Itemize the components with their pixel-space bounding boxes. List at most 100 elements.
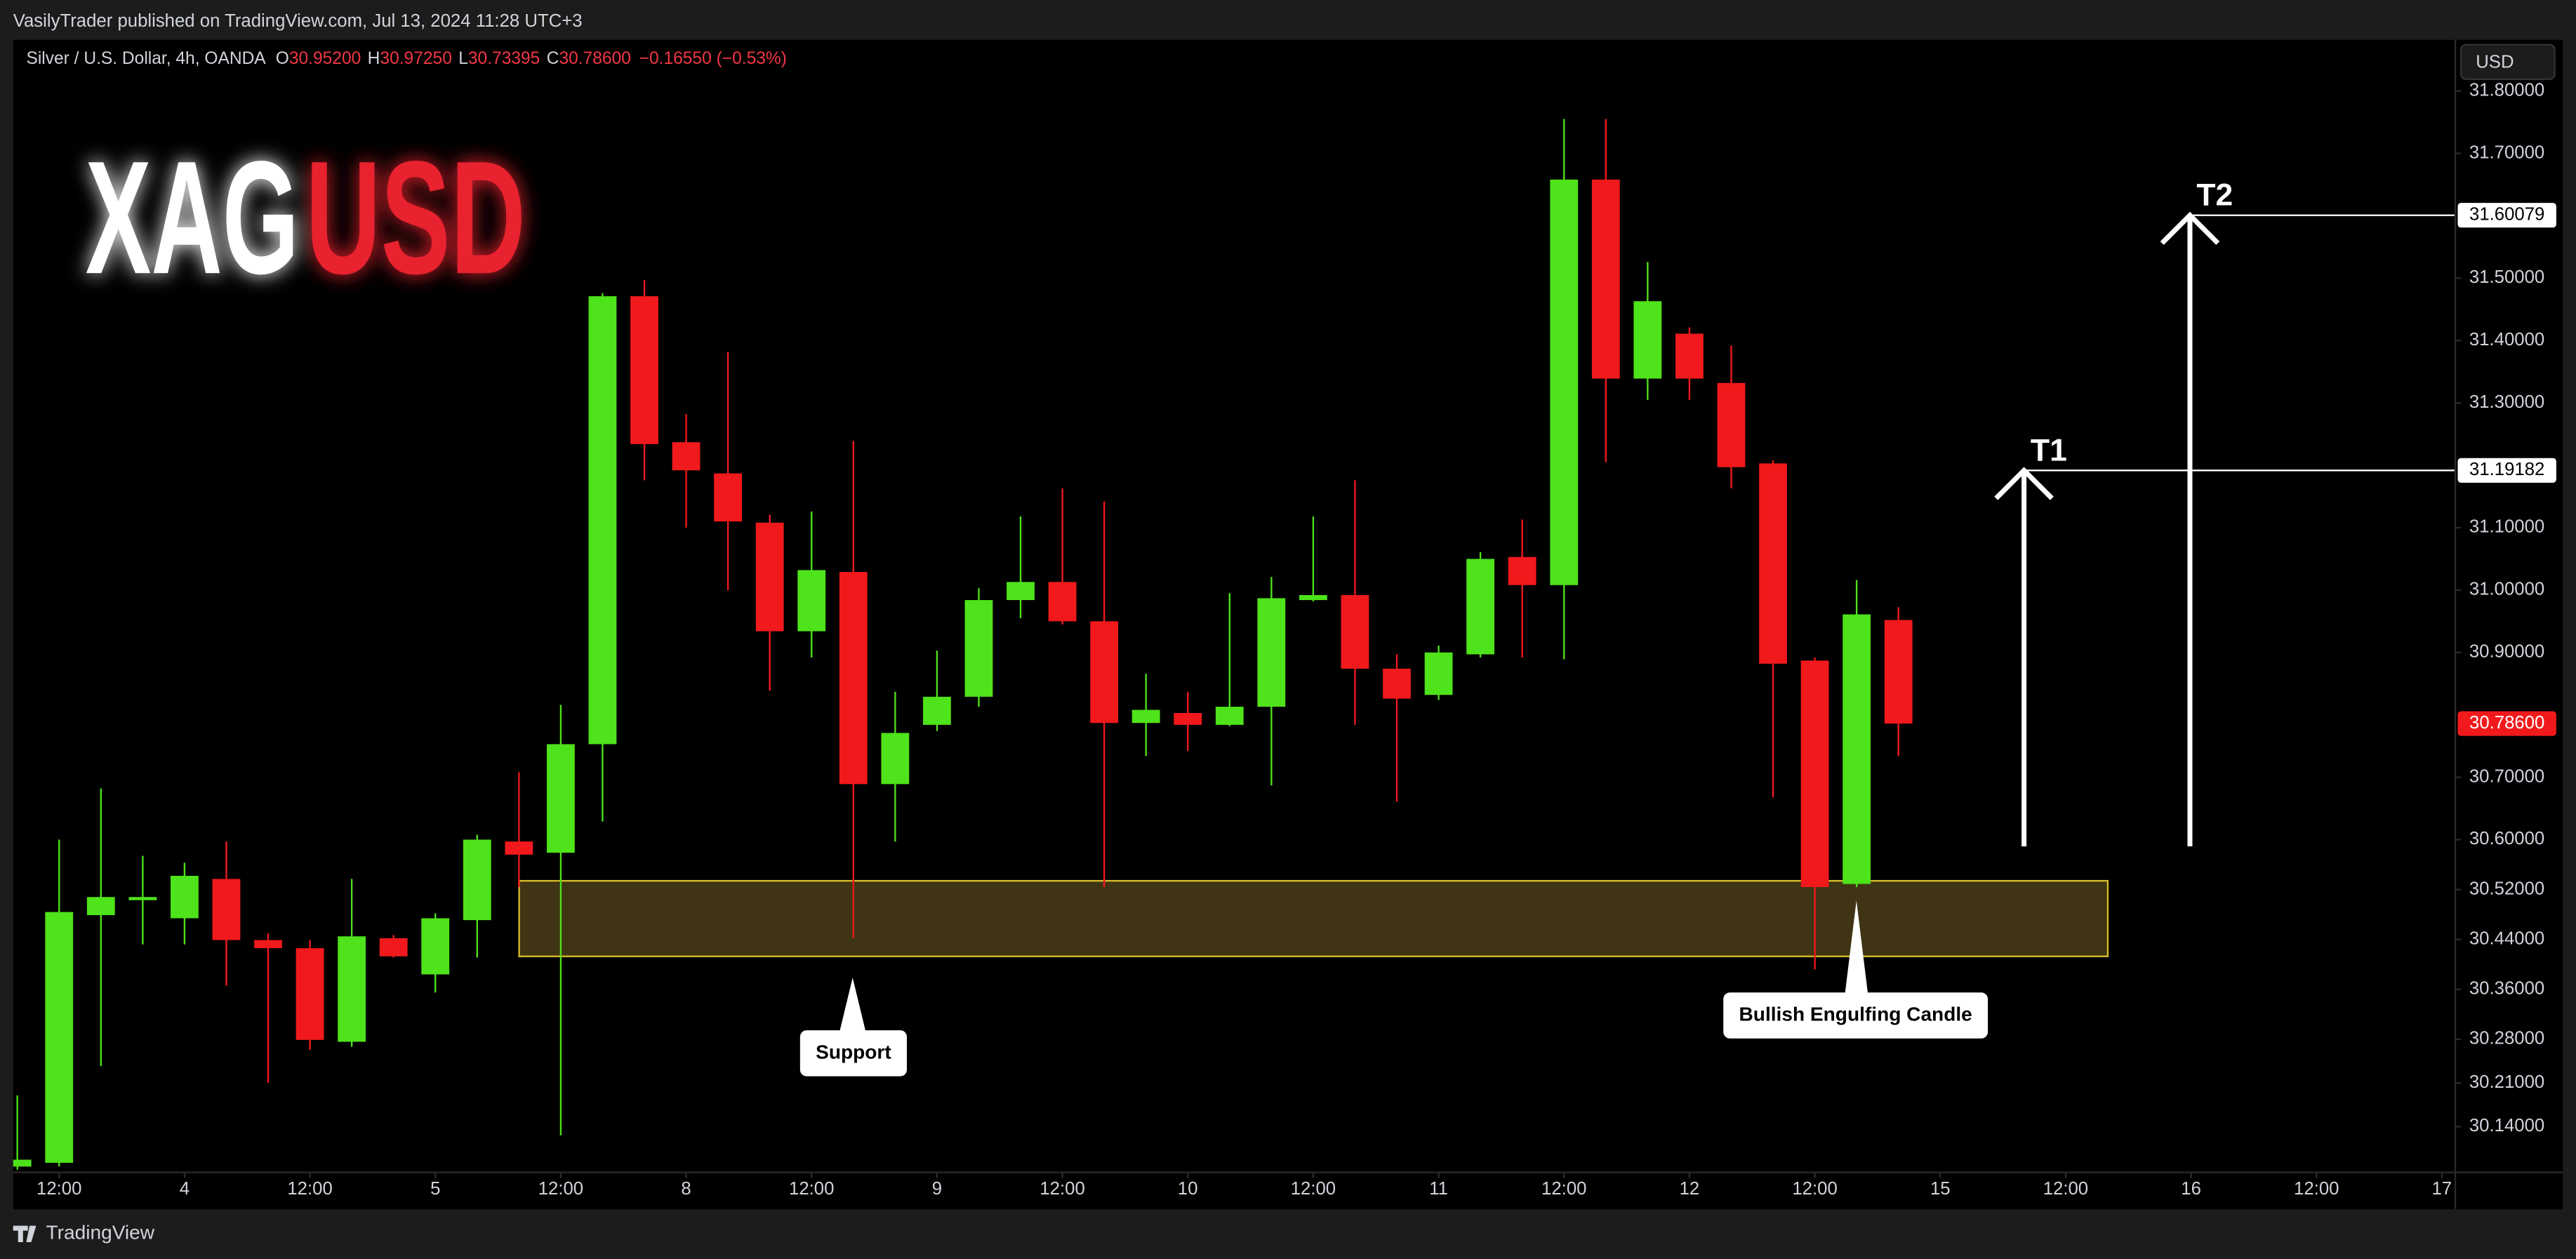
candle-body xyxy=(1090,621,1119,724)
legend-key: H xyxy=(368,49,380,68)
y-tick-label: 30.14000 xyxy=(2469,1116,2544,1135)
x-tick-label: 17 xyxy=(2432,1179,2452,1199)
x-tick-label: 8 xyxy=(681,1179,691,1199)
target-price-box xyxy=(2457,458,2556,483)
currency-box[interactable] xyxy=(2459,44,2556,81)
legend-key: O xyxy=(276,49,289,68)
candle-body xyxy=(1007,582,1035,601)
candle-body xyxy=(1550,179,1579,585)
candle-body xyxy=(797,570,826,632)
x-tick-label: 12:00 xyxy=(287,1179,332,1199)
legend-symbol: Silver / U.S. Dollar, 4h, OANDA xyxy=(26,49,266,68)
candle-body xyxy=(672,442,701,471)
y-tick-label: 30.70000 xyxy=(2469,766,2544,786)
candles xyxy=(13,119,1913,1170)
candle-body xyxy=(1759,463,1787,664)
x-tick-label: 9 xyxy=(932,1179,942,1199)
candle-body xyxy=(964,600,993,697)
last-price-box xyxy=(2457,711,2556,736)
target-name: T1 xyxy=(2031,433,2067,467)
candle-body xyxy=(1257,598,1286,707)
candle-body xyxy=(1591,179,1620,379)
legend-key: C xyxy=(547,49,559,68)
candle-body xyxy=(1508,557,1536,585)
y-tick-label: 30.36000 xyxy=(2469,979,2544,999)
y-tick-label: 31.10000 xyxy=(2469,517,2544,537)
candle-body xyxy=(1299,594,1327,601)
candle-body xyxy=(338,936,366,1042)
brand-icon xyxy=(13,1225,36,1243)
candle-body xyxy=(1843,614,1871,884)
y-tick-label: 31.80000 xyxy=(2469,80,2544,100)
y-tick-label: 30.90000 xyxy=(2469,642,2544,662)
candle-body xyxy=(296,948,324,1040)
x-tick-label: 12:00 xyxy=(538,1179,583,1199)
legend-value: 30.97250 xyxy=(380,49,451,68)
x-tick-label: 12:00 xyxy=(789,1179,834,1199)
y-tick-label: 30.52000 xyxy=(2469,879,2544,898)
candle-body xyxy=(45,912,74,1163)
target-price: 31.60079 xyxy=(2469,205,2544,225)
candle-body xyxy=(1131,710,1160,724)
brand-name: TradingView xyxy=(46,1222,155,1244)
candle-body xyxy=(379,938,408,957)
candle-body xyxy=(839,572,868,785)
candle-body xyxy=(1048,582,1077,622)
candle-body xyxy=(128,897,157,900)
candle-body xyxy=(1800,660,1829,888)
legend-change: −0.16550 (−0.53%) xyxy=(639,49,787,68)
last-price: 30.78600 xyxy=(2469,713,2544,733)
target-arrowhead xyxy=(1994,467,2054,500)
candle-body xyxy=(1341,594,1369,669)
x-tick-label: 12:00 xyxy=(36,1179,81,1199)
candle-body xyxy=(1717,382,1746,467)
chart-area xyxy=(13,39,2563,1210)
candle-body xyxy=(171,875,199,919)
brand: TradingView xyxy=(13,1222,155,1244)
target-arrowhead xyxy=(2160,211,2220,246)
y-tick-label: 30.60000 xyxy=(2469,829,2544,848)
x-tick-label: 11 xyxy=(1429,1179,1448,1199)
x-tick-label: 5 xyxy=(430,1179,440,1199)
candle-body xyxy=(212,879,241,940)
support-zone xyxy=(518,879,2109,957)
x-tick-label: 10 xyxy=(1178,1179,1198,1199)
targets: T1 31.19182 T2 31.60079 xyxy=(1994,178,2556,846)
legend-key: L xyxy=(458,49,468,68)
y-tick-label: 31.40000 xyxy=(2469,330,2544,349)
y-tick-label: 31.50000 xyxy=(2469,267,2544,287)
x-tick-label: 12:00 xyxy=(1792,1179,1837,1199)
x-tick-label: 12 xyxy=(1680,1179,1700,1199)
candle-body xyxy=(505,841,533,855)
logo: XAG USD xyxy=(86,127,526,307)
callout-box xyxy=(1723,992,1989,1039)
currency[interactable]: USD xyxy=(2476,52,2514,72)
y-tick-label: 30.28000 xyxy=(2469,1029,2544,1048)
candle-body xyxy=(1675,333,1704,379)
y-tick-label: 30.21000 xyxy=(2469,1072,2544,1092)
callout-box xyxy=(799,1030,907,1077)
x-tick-label: 12:00 xyxy=(1541,1179,1586,1199)
published: VasilyTrader published on TradingView.co… xyxy=(13,11,583,31)
candle-body xyxy=(1174,712,1202,725)
candle-body xyxy=(463,839,491,921)
y-tick-label: 30.44000 xyxy=(2469,928,2544,948)
x-tick-label: 12:00 xyxy=(2043,1179,2088,1199)
callout-pointer xyxy=(839,978,866,1032)
target-price-box xyxy=(2457,203,2556,228)
x-tick-label: 15 xyxy=(1930,1179,1951,1199)
candle-body xyxy=(1633,301,1662,379)
x-tick-label: 12:00 xyxy=(1291,1179,1336,1199)
callout-text: Bullish Engulfing Candle xyxy=(1739,1003,1972,1025)
target-name: T2 xyxy=(2196,178,2233,213)
candle-body xyxy=(714,473,743,522)
candle-body xyxy=(923,696,951,725)
candle-body xyxy=(547,744,575,853)
candle-body xyxy=(13,1159,32,1167)
candle-body xyxy=(755,522,784,632)
candle-body xyxy=(630,296,658,444)
candle-body xyxy=(86,897,115,916)
candle-body xyxy=(1215,707,1244,725)
